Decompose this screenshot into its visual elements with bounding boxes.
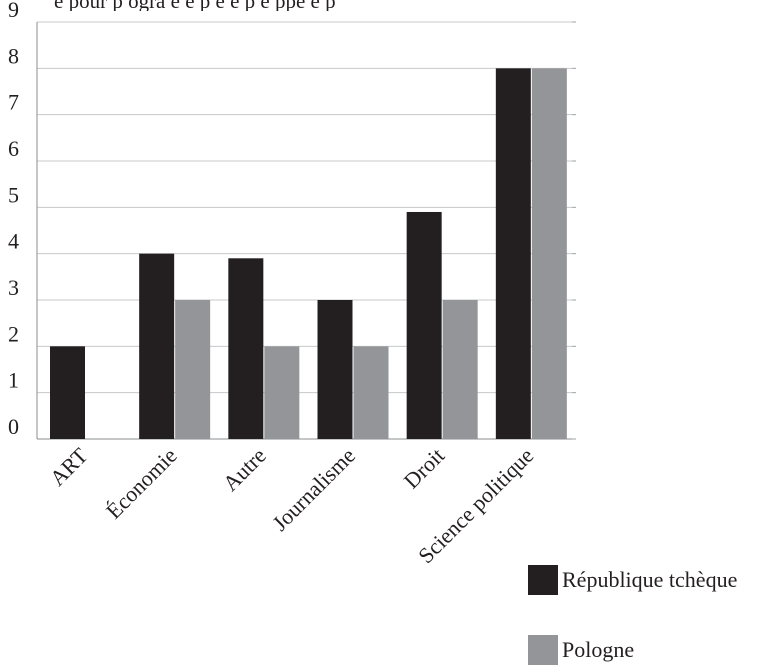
bar-republique-tcheque-3 <box>317 300 353 439</box>
y-tick-label: 7 <box>8 90 19 115</box>
y-tick-label: 2 <box>8 321 19 346</box>
legend-item-pologne: Pologne <box>528 635 634 665</box>
bars-layer <box>50 68 567 439</box>
bar-republique-tcheque-0 <box>50 346 85 439</box>
bar-pologne-5 <box>531 68 567 439</box>
y-tick-label: 9 <box>8 0 19 22</box>
partial-header-text: e pour p ogra e e p e e p e ppe e p <box>54 0 777 11</box>
y-tick-label: 1 <box>8 368 19 393</box>
y-tick-label: 6 <box>8 136 19 161</box>
y-tick-labels: 0 1 2 3 4 5 6 7 8 9 <box>8 0 19 439</box>
legend-label-pologne: Pologne <box>562 637 635 662</box>
y-tick-label: 3 <box>8 275 19 300</box>
bar-republique-tcheque-1 <box>139 253 175 439</box>
bar-republique-tcheque-5 <box>495 68 531 439</box>
legend-swatch-republique-tcheque <box>528 565 558 595</box>
x-tick-label: Économie <box>101 443 182 524</box>
x-tick-label: ART <box>45 442 93 490</box>
y-tick-label: 5 <box>8 182 19 207</box>
legend-item-republique-tcheque: République tchèque <box>528 565 737 595</box>
x-tick-label: Autre <box>218 443 271 496</box>
bar-pologne-4 <box>442 300 478 439</box>
legend-label-republique-tcheque: République tchèque <box>562 567 738 592</box>
axis-layer <box>36 22 572 440</box>
legend-swatch-pologne <box>528 635 558 665</box>
bar-pologne-2 <box>264 346 300 439</box>
bar-republique-tcheque-4 <box>406 211 442 439</box>
x-tick-label: Journalisme <box>267 443 360 536</box>
x-tick-label: Droit <box>399 443 450 494</box>
y-tick-label: 0 <box>8 414 19 439</box>
y-tick-label: 4 <box>8 229 19 254</box>
bar-pologne-1 <box>175 300 211 439</box>
bar-republique-tcheque-2 <box>228 258 264 439</box>
grid-layer <box>37 21 576 440</box>
y-tick-label: 8 <box>8 43 19 68</box>
bar-pologne-3 <box>353 346 389 439</box>
